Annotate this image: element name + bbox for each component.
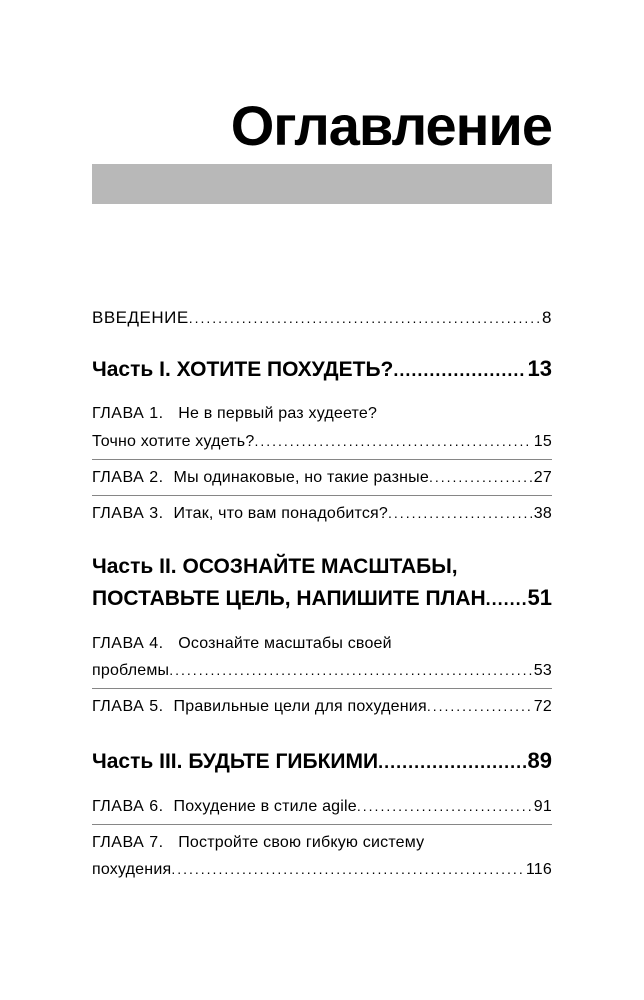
part-page: 13 [526,354,552,384]
divider [92,824,552,825]
chapter-entry: ГЛАВА 1. Не в первый раз худеете? [92,400,552,427]
part-page: 89 [526,746,552,776]
chapter-group: ГЛАВА 1. Не в первый раз худеете? Точно … [92,400,552,527]
dot-leader [486,587,526,611]
dot-leader [189,308,540,328]
chapter-title-line: похудения [92,856,171,883]
dot-leader [427,693,532,720]
chapter-page: 72 [532,693,552,720]
dot-leader [254,428,531,455]
part-label: Часть I. ХОТИТЕ ПОХУДЕТЬ? [92,356,393,384]
chapter-entry: ГЛАВА 7. Постройте свою гибкую систему [92,829,552,856]
divider [92,688,552,689]
chapter-page: 27 [532,464,552,491]
chapter-page: 53 [532,657,552,684]
chapter-group: ГЛАВА 6. Похудение в стиле agile 91 ГЛАВ… [92,793,552,884]
chapter-page: 116 [524,856,552,883]
chapter-title-line: Постройте свою гибкую систему [168,834,424,851]
dot-leader [388,500,532,527]
chapter-title-line: Осознайте масштабы своей [168,635,392,652]
chapter-label: ГЛАВА 2. [92,464,164,491]
part-page: 51 [526,583,552,613]
dot-leader [357,793,532,820]
chapter-label: ГЛАВА 1. [92,405,164,422]
chapter-label: ГЛАВА 6. [92,793,164,820]
chapter-title-line: Похудение в стиле agile [164,793,357,820]
chapter-label: ГЛАВА 4. [92,635,164,652]
chapter-title-line: Точно хотите худеть? [92,428,254,455]
chapter-entry: ГЛАВА 2. Мы одинаковые, но такие разные … [92,464,552,491]
page-title: Оглавление [92,98,552,154]
chapter-entry-cont: похудения 116 [92,856,552,883]
divider [92,495,552,496]
part-label: Часть III. БУДЬТЕ ГИБКИМИ [92,748,378,776]
chapter-entry: ГЛАВА 6. Похудение в стиле agile 91 [92,793,552,820]
chapter-entry: ГЛАВА 4. Осознайте масштабы своей [92,630,552,657]
dot-leader [169,657,532,684]
chapter-title-line: Итак, что вам понадобится? [164,500,388,527]
part-heading: Часть I. ХОТИТЕ ПОХУДЕТЬ? 13 [92,354,552,384]
chapter-title-line: Не в первый раз худеете? [168,405,377,422]
title-underline-bar [92,164,552,204]
chapter-entry: ГЛАВА 5. Правильные цели для похудения 7… [92,693,552,720]
divider [92,459,552,460]
chapter-title-line: Правильные цели для похудения [164,693,427,720]
intro-label: ВВЕДЕНИЕ [92,308,189,328]
chapter-title-line: проблемы [92,657,169,684]
intro-page: 8 [540,308,552,328]
intro-entry: ВВЕДЕНИЕ 8 [92,308,552,328]
chapter-page: 38 [532,500,552,527]
chapter-page: 91 [532,793,552,820]
dot-leader [393,358,525,382]
table-of-contents: ВВЕДЕНИЕ 8 Часть I. ХОТИТЕ ПОХУДЕТЬ? 13 … [92,308,552,883]
chapter-entry-cont: Точно хотите худеть? 15 [92,428,552,455]
chapter-label: ГЛАВА 3. [92,500,164,527]
chapter-entry: ГЛАВА 3. Итак, что вам понадобится? 38 [92,500,552,527]
chapter-label: ГЛАВА 5. [92,693,164,720]
chapter-page: 15 [532,428,552,455]
part-heading-line2: ПОСТАВЬТЕ ЦЕЛЬ, НАПИШИТЕ ПЛАН 51 [92,583,552,613]
chapter-entry-cont: проблемы 53 [92,657,552,684]
part-label: ПОСТАВЬТЕ ЦЕЛЬ, НАПИШИТЕ ПЛАН [92,585,486,613]
part-label: Часть II. ОСОЗНАЙТЕ МАСШТАБЫ, [92,555,458,578]
chapter-group: ГЛАВА 4. Осознайте масштабы своей пробле… [92,630,552,721]
chapter-label: ГЛАВА 7. [92,834,164,851]
chapter-title-line: Мы одинаковые, но такие разные [164,464,429,491]
part-heading: Часть III. БУДЬТЕ ГИБКИМИ 89 [92,746,552,776]
dot-leader [378,750,525,774]
dot-leader [429,464,532,491]
dot-leader [171,856,524,883]
part-heading-line1: Часть II. ОСОЗНАЙТЕ МАСШТАБЫ, [92,553,552,581]
